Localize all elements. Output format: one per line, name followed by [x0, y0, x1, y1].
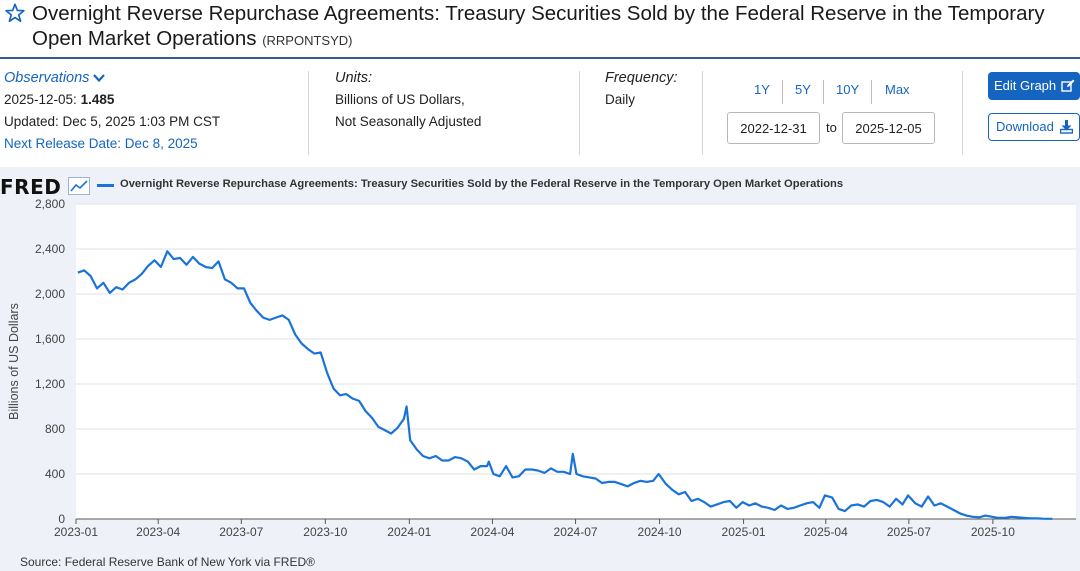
- frequency-value: Daily: [605, 92, 636, 107]
- y-tick-label: 400: [45, 467, 65, 481]
- x-tick-label: 2024-01: [387, 525, 431, 539]
- x-tick-label: 2025-01: [722, 525, 766, 539]
- legend-swatch: [97, 184, 114, 187]
- next-release-link[interactable]: Next Release Date: Dec 8, 2025: [4, 136, 198, 151]
- x-tick-label: 2023-04: [136, 525, 180, 539]
- updated-text: Updated: Dec 5, 2025 1:03 PM CST: [4, 114, 221, 129]
- x-tick-label: 2023-07: [219, 525, 263, 539]
- x-tick-label: 2023-01: [54, 525, 98, 539]
- range-button-5y[interactable]: 5Y: [795, 82, 811, 97]
- y-tick-label: 1,600: [35, 332, 65, 346]
- divider: [308, 71, 309, 155]
- x-tick-label: 2025-10: [971, 525, 1015, 539]
- range-divider: [823, 80, 824, 104]
- observation-value: 1.485: [80, 92, 115, 107]
- frequency-label: Frequency:: [605, 70, 678, 86]
- units-line-2: Not Seasonally Adjusted: [335, 114, 482, 129]
- y-tick-label: 2,000: [35, 287, 65, 301]
- y-axis-label: Billions of US Dollars: [7, 303, 21, 420]
- divider: [579, 71, 580, 155]
- x-tick-label: 2024-07: [554, 525, 598, 539]
- start-date-input[interactable]: 2022-12-31: [727, 112, 820, 144]
- observations-panel: Observations 2025-12-05: 1.485 Updated: …: [4, 67, 220, 155]
- range-button-max[interactable]: Max: [885, 82, 910, 97]
- units-line-1: Billions of US Dollars,: [335, 92, 465, 107]
- page-title: Overnight Reverse Repurchase Agreements:…: [32, 1, 1072, 53]
- title-divider: [0, 57, 1080, 59]
- units-panel: Units: Billions of US Dollars, Not Seaso…: [335, 67, 481, 133]
- range-divider: [871, 80, 872, 104]
- x-tick-label: 2024-04: [470, 525, 514, 539]
- y-tick-label: 1,200: [35, 377, 65, 391]
- x-tick-label: 2025-04: [804, 525, 848, 539]
- series-title: Overnight Reverse Repurchase Agreements:…: [32, 2, 1045, 50]
- y-tick-label: 2,400: [35, 242, 65, 256]
- edit-graph-label: Edit Graph: [994, 78, 1057, 93]
- range-button-10y[interactable]: 10Y: [836, 82, 860, 97]
- fred-logo: FRED: [0, 175, 62, 199]
- end-date-input[interactable]: 2025-12-05: [842, 112, 935, 144]
- download-label: Download: [996, 119, 1054, 134]
- frequency-panel: Frequency: Daily: [605, 67, 678, 111]
- x-tick-label: 2024-10: [638, 525, 682, 539]
- observations-dropdown[interactable]: Observations: [4, 67, 220, 89]
- observations-label: Observations: [4, 70, 90, 86]
- chevron-down-icon: [93, 74, 106, 83]
- range-divider: [782, 80, 783, 104]
- download-icon: [1060, 120, 1073, 134]
- date-range-to: to: [826, 120, 837, 135]
- download-button[interactable]: Download: [988, 113, 1080, 141]
- star-icon[interactable]: [4, 2, 26, 24]
- edit-icon: [1061, 79, 1075, 92]
- y-tick-label: 800: [45, 422, 65, 436]
- edit-graph-button[interactable]: Edit Graph: [988, 72, 1080, 100]
- series-line: [77, 250, 1053, 520]
- series-id: (RRPONTSYD): [262, 33, 353, 48]
- chart-line-icon: [68, 177, 90, 195]
- latest-observation: 2025-12-05: 1.485: [4, 89, 220, 111]
- x-tick-label: 2025-07: [887, 525, 931, 539]
- observation-date: 2025-12-05:: [4, 92, 77, 107]
- divider: [962, 71, 963, 155]
- range-button-1y[interactable]: 1Y: [754, 82, 770, 97]
- line-chart[interactable]: 0 400 800 1,200 1,600 2,000 2,400 2,800 2023-01 2…: [0, 167, 1080, 567]
- divider: [702, 71, 703, 155]
- x-tick-label: 2023-10: [303, 525, 347, 539]
- y-tick-label: 2,800: [35, 197, 65, 211]
- legend-label: Overnight Reverse Repurchase Agreements:…: [120, 178, 844, 190]
- y-tick-label: 0: [58, 512, 65, 526]
- source-text: Source: Federal Reserve Bank of New York…: [20, 555, 315, 569]
- units-label: Units:: [335, 70, 373, 86]
